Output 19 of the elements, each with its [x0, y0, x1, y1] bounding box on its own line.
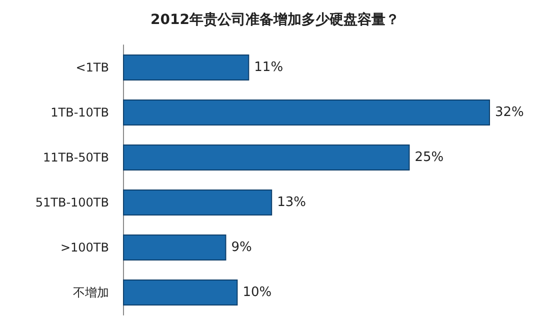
y-tick-label: 不增加	[73, 286, 109, 300]
data-label: 11%	[254, 60, 284, 75]
bar	[123, 189, 272, 216]
data-label: 10%	[242, 285, 272, 300]
bar	[123, 54, 250, 81]
y-tick-label: 51TB-100TB	[35, 196, 109, 210]
y-tick-label: 11TB-50TB	[43, 150, 109, 164]
data-label: 25%	[414, 150, 444, 165]
y-tick-label: <1TB	[76, 60, 109, 74]
y-tick-label: 1TB-10TB	[50, 106, 109, 120]
chart-title: 2012年贵公司准备增加多少硬盘容量？	[150, 11, 400, 28]
bar	[123, 279, 238, 306]
data-label: 32%	[495, 105, 524, 120]
y-tick-label: >100TB	[60, 240, 109, 254]
bar	[123, 234, 226, 261]
bar	[123, 144, 410, 171]
data-label: 13%	[277, 195, 306, 210]
data-label: 9%	[231, 240, 252, 255]
bar	[123, 99, 490, 126]
